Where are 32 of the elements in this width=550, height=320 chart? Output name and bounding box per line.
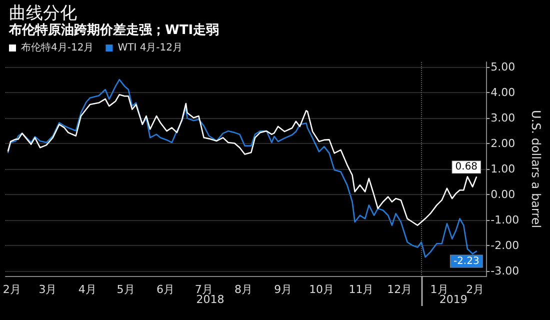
line-series [7,94,478,226]
y-tick-label: 5.00 [490,60,516,74]
x2-tick-label: 2018 [196,293,224,306]
x-tick-label: 9月 [274,283,292,296]
data-label: -2.23 [453,256,480,267]
y-tick-label: -2.00 [490,238,520,252]
x-tick-label: 3月 [38,283,57,296]
x-tick-label: 5月 [116,283,135,296]
x-tick-label: 6月 [156,283,174,296]
x-tick-label: 1月 [430,283,448,296]
y-tick-label: 4.00 [490,86,516,100]
y-tick-label: -1.00 [490,213,520,226]
x-tick-label: 12月 [387,283,412,296]
x2-tick-label: 2019 [439,293,468,306]
x-tick-label: 2月 [2,283,21,296]
legend-label: 布伦特4月-12月 [21,42,94,54]
data-label: 0.68 [455,162,478,173]
y-tick-label: 2.00 [490,137,516,150]
y-tick-label: 0.00 [490,188,516,201]
x-tick-label: 7月 [194,283,213,296]
legend-label: WTI 4月-12月 [118,42,183,54]
chart-title: 曲线分化 [9,4,77,24]
x-tick-label: 2月 [466,283,484,296]
y-tick-label: -3.00 [490,264,520,278]
x-tick-label: 11月 [348,283,374,296]
x-tick-label: 4月 [78,283,96,296]
y-tick-label: 1.00 [490,162,516,176]
chart-subtitle: 布伦特原油跨期价差走强；WTI走弱 [8,23,220,38]
x-tick-label: 10月 [309,283,334,296]
y-axis-title: U.S. dollars a barrel [529,110,543,228]
x-tick-label: 8月 [234,283,253,296]
y-tick-label: 3.00 [490,112,516,125]
